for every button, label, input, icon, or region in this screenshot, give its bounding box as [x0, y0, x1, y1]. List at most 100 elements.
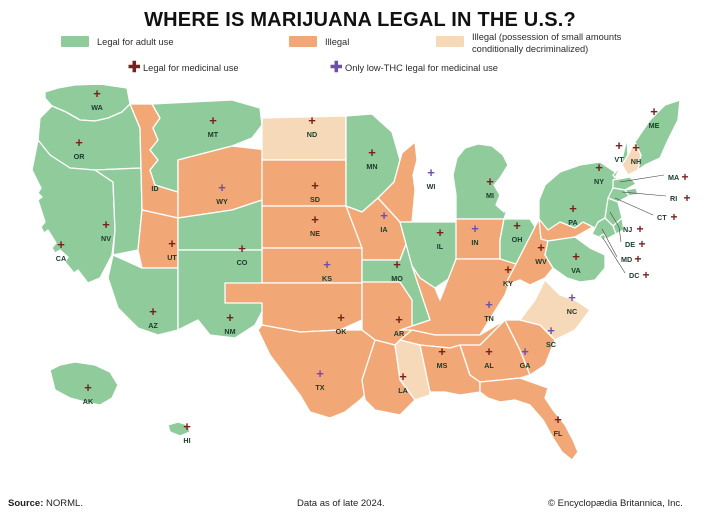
- svg-text:KS: KS: [322, 274, 332, 283]
- svg-text:+: +: [218, 180, 226, 195]
- svg-text:+: +: [102, 217, 110, 232]
- svg-text:+: +: [393, 257, 401, 272]
- svg-text:NV: NV: [101, 234, 111, 243]
- svg-text:IA: IA: [380, 225, 387, 234]
- svg-text:PA: PA: [568, 218, 577, 227]
- svg-text:SC: SC: [546, 340, 556, 349]
- svg-text:+: +: [395, 312, 403, 327]
- svg-text:ID: ID: [151, 184, 158, 193]
- svg-text:+: +: [226, 310, 234, 325]
- svg-text:+: +: [670, 210, 677, 224]
- svg-text:WI: WI: [427, 182, 436, 191]
- svg-text:OH: OH: [512, 235, 523, 244]
- svg-text:+: +: [650, 104, 658, 119]
- svg-text:+: +: [572, 249, 580, 264]
- svg-text:NJ: NJ: [623, 225, 632, 234]
- svg-text:RI: RI: [670, 194, 677, 203]
- svg-text:+: +: [683, 191, 690, 205]
- svg-text:+: +: [632, 140, 640, 155]
- svg-text:+: +: [84, 380, 92, 395]
- svg-text:IN: IN: [471, 238, 478, 247]
- svg-text:WY: WY: [216, 197, 228, 206]
- svg-text:AK: AK: [83, 397, 94, 406]
- svg-text:+: +: [485, 297, 493, 312]
- svg-text:IL: IL: [437, 242, 444, 251]
- svg-text:LA: LA: [398, 386, 408, 395]
- svg-text:+: +: [595, 160, 603, 175]
- svg-text:NC: NC: [567, 307, 577, 316]
- svg-text:AL: AL: [484, 361, 494, 370]
- svg-text:NH: NH: [631, 157, 641, 166]
- svg-text:MD: MD: [621, 255, 632, 264]
- svg-text:+: +: [75, 135, 83, 150]
- svg-text:+: +: [521, 344, 529, 359]
- svg-text:DC: DC: [629, 271, 639, 280]
- svg-text:NE: NE: [310, 229, 320, 238]
- svg-text:+: +: [57, 237, 65, 252]
- svg-text:+: +: [634, 252, 641, 266]
- svg-text:KY: KY: [503, 279, 513, 288]
- svg-text:MI: MI: [486, 191, 494, 200]
- svg-text:+: +: [504, 262, 512, 277]
- svg-text:MN: MN: [366, 162, 377, 171]
- svg-text:+: +: [569, 201, 577, 216]
- svg-text:UT: UT: [167, 253, 177, 262]
- svg-text:AR: AR: [394, 329, 405, 338]
- svg-text:NM: NM: [224, 327, 235, 336]
- svg-text:+: +: [308, 113, 316, 128]
- svg-text:OK: OK: [336, 327, 348, 336]
- svg-text:+: +: [537, 240, 545, 255]
- svg-text:TN: TN: [484, 314, 494, 323]
- svg-text:FL: FL: [554, 429, 563, 438]
- svg-text:+: +: [513, 218, 521, 233]
- svg-text:CT: CT: [657, 213, 667, 222]
- svg-text:+: +: [547, 323, 555, 338]
- svg-text:NY: NY: [594, 177, 604, 186]
- svg-text:+: +: [554, 412, 562, 427]
- svg-text:+: +: [311, 212, 319, 227]
- svg-text:+: +: [337, 310, 345, 325]
- svg-text:+: +: [323, 257, 331, 272]
- svg-text:+: +: [316, 366, 324, 381]
- svg-text:+: +: [568, 290, 576, 305]
- svg-text:+: +: [485, 344, 493, 359]
- svg-text:+: +: [642, 268, 649, 282]
- svg-text:+: +: [380, 208, 388, 223]
- svg-text:+: +: [368, 145, 376, 160]
- svg-text:+: +: [636, 222, 643, 236]
- svg-text:HI: HI: [183, 436, 190, 445]
- svg-text:ND: ND: [307, 130, 317, 139]
- svg-text:+: +: [638, 237, 645, 251]
- svg-text:+: +: [238, 241, 246, 256]
- svg-text:+: +: [93, 86, 101, 101]
- svg-text:CO: CO: [237, 258, 248, 267]
- svg-text:MO: MO: [391, 274, 403, 283]
- svg-text:+: +: [471, 221, 479, 236]
- svg-text:+: +: [486, 174, 494, 189]
- svg-text:+: +: [209, 113, 217, 128]
- svg-text:+: +: [427, 165, 435, 180]
- svg-text:MS: MS: [437, 361, 448, 370]
- svg-text:+: +: [615, 138, 623, 153]
- svg-text:+: +: [168, 236, 176, 251]
- svg-text:TX: TX: [315, 383, 324, 392]
- svg-text:MT: MT: [208, 130, 219, 139]
- svg-text:SD: SD: [310, 195, 320, 204]
- svg-text:AZ: AZ: [148, 321, 158, 330]
- svg-text:VT: VT: [614, 155, 624, 164]
- svg-text:GA: GA: [520, 361, 531, 370]
- svg-text:MA: MA: [668, 173, 679, 182]
- svg-text:CA: CA: [56, 254, 66, 263]
- svg-text:+: +: [436, 225, 444, 240]
- svg-text:+: +: [681, 170, 688, 184]
- svg-text:ME: ME: [649, 121, 660, 130]
- svg-text:+: +: [149, 304, 157, 319]
- svg-text:+: +: [399, 369, 407, 384]
- svg-text:+: +: [183, 419, 191, 434]
- svg-text:VA: VA: [571, 266, 580, 275]
- svg-text:WV: WV: [535, 257, 547, 266]
- svg-text:OR: OR: [74, 152, 86, 161]
- svg-text:WA: WA: [91, 103, 103, 112]
- svg-text:DE: DE: [625, 240, 635, 249]
- svg-text:+: +: [311, 178, 319, 193]
